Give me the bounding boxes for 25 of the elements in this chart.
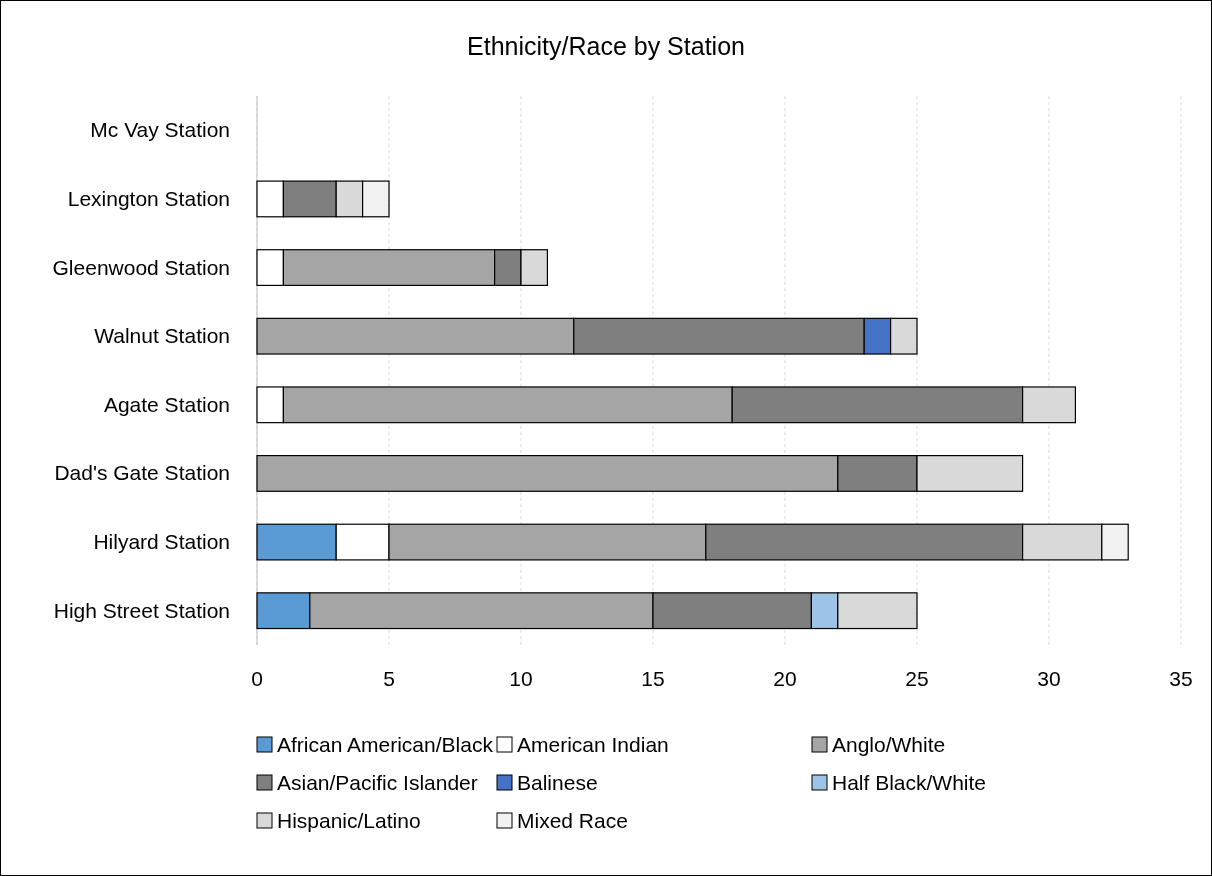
y-tick-label: Mc Vay Station: [90, 118, 230, 142]
legend-label: American Indian: [517, 733, 669, 756]
x-tick-label: 5: [383, 667, 395, 690]
x-tick-label: 0: [251, 667, 263, 690]
legend-label: Balinese: [517, 771, 598, 794]
y-tick-label: Walnut Station: [94, 324, 230, 348]
x-tick-label: 35: [1169, 667, 1193, 690]
x-tick-label: 15: [641, 667, 665, 690]
y-tick-label: Gleenwood Station: [52, 255, 230, 279]
x-tick-label: 25: [905, 667, 929, 690]
x-tick-label: 30: [1037, 667, 1061, 690]
y-tick-label: Agate Station: [103, 392, 230, 416]
y-tick-label: Lexington Station: [67, 186, 230, 210]
x-tick-label: 10: [509, 667, 533, 690]
y-tick-label: High Street Station: [53, 598, 230, 622]
chart-title: Ethnicity/Race by Station: [467, 32, 745, 60]
legend-label: Asian/Pacific Islander: [277, 771, 478, 794]
y-tick-label: Hilyard Station: [93, 530, 230, 554]
legend-label: Half Black/White: [832, 771, 987, 794]
legend-label: Mixed Race: [517, 809, 628, 832]
legend-label: African American/Black: [277, 733, 494, 756]
x-tick-label: 20: [773, 667, 797, 690]
legend-label: Hispanic/Latino: [277, 809, 421, 832]
y-tick-label: Dad's Gate Station: [54, 461, 230, 485]
legend-label: Anglo/White: [832, 733, 946, 756]
